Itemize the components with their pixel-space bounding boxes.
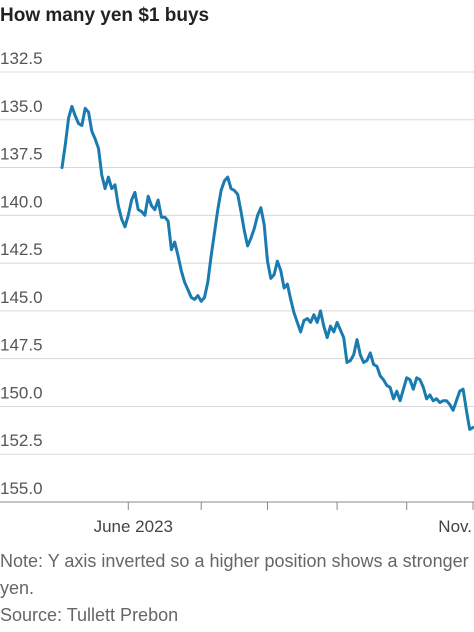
y-tick-label: 135.0 [0,97,43,116]
y-tick-label: 142.5 [0,240,43,259]
x-tick-label: Nov. [438,517,472,536]
note: Note: Y axis inverted so a higher positi… [0,551,469,598]
y-tick-label: 145.0 [0,288,43,307]
y-tick-label: 137.5 [0,145,43,164]
x-tick-label: June 2023 [94,517,173,536]
chart-title: How many yen $1 buys [0,5,209,26]
source: Source: Tullett Prebon [0,605,179,625]
y-tick-label: 150.0 [0,383,43,402]
y-tick-label: 152.5 [0,431,43,450]
notes: Note: Y axis inverted so a higher positi… [0,548,470,629]
y-tick-label: 147.5 [0,336,43,355]
chart: How many yen $1 buys 132.5 135.0 137.5 140.… [0,5,474,536]
line [60,104,474,431]
y-tick-label: 140.0 [0,192,43,211]
y-tick-label: 155.0 [0,479,43,498]
y-tick-label: 132.5 [0,49,43,68]
